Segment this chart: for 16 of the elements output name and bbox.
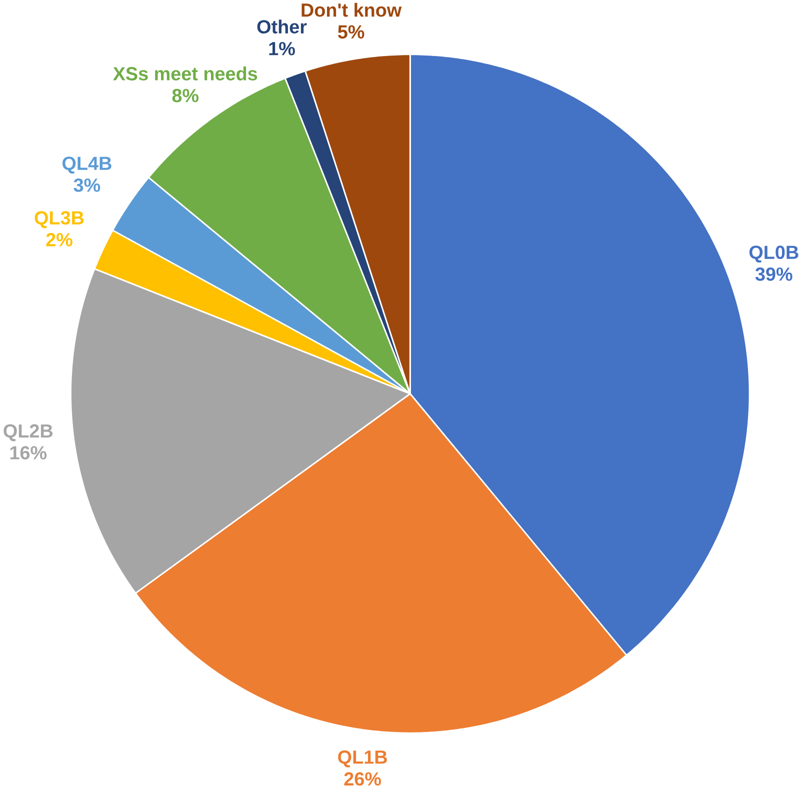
data-label: 8%	[172, 89, 199, 102]
slice-label: XSs meet needs	[112, 66, 258, 81]
data-label: 26%	[344, 772, 381, 786]
data-label: 39%	[755, 268, 792, 282]
data-label: 5%	[338, 25, 364, 39]
slice-label: QL2B	[4, 424, 52, 442]
data-label: 3%	[74, 178, 100, 192]
slice-label: Don't know	[302, 3, 402, 18]
slice-label: QL3B	[34, 211, 84, 228]
slice-label: QL4B	[62, 156, 112, 174]
slice-label: QL1B	[338, 750, 387, 768]
data-label: 2%	[46, 233, 72, 247]
slice-label: QL0B	[749, 246, 798, 263]
data-label: 1%	[269, 42, 295, 56]
slice-label: Other	[257, 20, 307, 34]
data-label: 16%	[10, 446, 47, 460]
